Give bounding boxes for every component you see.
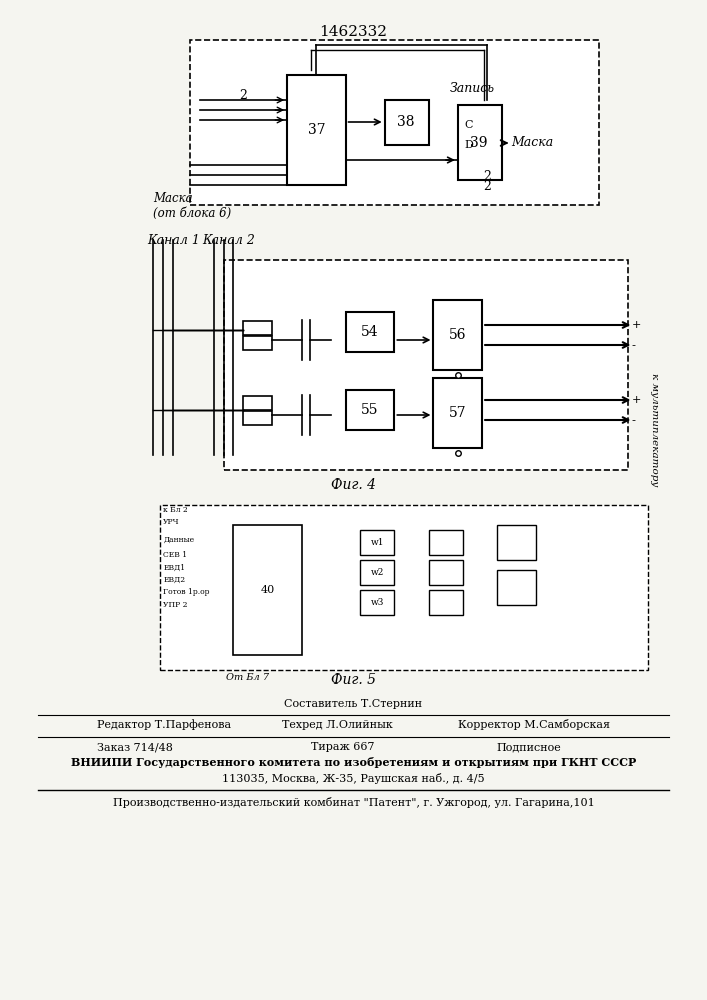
Text: ЕВД2: ЕВД2 xyxy=(163,576,185,584)
Text: Фиг. 5: Фиг. 5 xyxy=(331,673,376,687)
Bar xyxy=(497,570,536,605)
Text: УРЧ: УРЧ xyxy=(163,518,180,526)
Text: C: C xyxy=(464,120,473,130)
Text: 40: 40 xyxy=(260,585,275,595)
Bar xyxy=(497,525,536,560)
Text: w1: w1 xyxy=(370,538,384,547)
Text: Корректор М.Самборская: Корректор М.Самборская xyxy=(457,720,609,730)
Bar xyxy=(428,560,462,585)
Text: Тираж 667: Тираж 667 xyxy=(312,742,375,752)
Text: Маска: Маска xyxy=(511,136,554,149)
Text: к Бл 2: к Бл 2 xyxy=(163,506,188,514)
Bar xyxy=(457,105,502,180)
Bar xyxy=(243,411,272,425)
Text: Производственно-издательский комбинат "Патент", г. Ужгород, ул. Гагарина,101: Производственно-издательский комбинат "П… xyxy=(112,798,595,808)
Text: 56: 56 xyxy=(449,328,467,342)
Text: Канал 1: Канал 1 xyxy=(148,233,201,246)
Text: Подписное: Подписное xyxy=(497,742,561,752)
Text: Данные: Данные xyxy=(163,536,194,544)
Bar xyxy=(243,396,272,410)
Bar xyxy=(233,525,302,655)
Text: 39: 39 xyxy=(470,136,488,150)
Text: 1462332: 1462332 xyxy=(320,25,387,39)
Text: От Бл 7: От Бл 7 xyxy=(226,673,269,682)
Text: 113035, Москва, Ж-35, Раушская наб., д. 4/5: 113035, Москва, Ж-35, Раушская наб., д. … xyxy=(222,772,485,784)
Bar xyxy=(243,321,272,335)
Bar xyxy=(433,300,482,370)
Text: Готов 1р.ор: Готов 1р.ор xyxy=(163,588,210,596)
Text: к мультиплекатору: к мультиплекатору xyxy=(650,373,660,486)
Bar xyxy=(428,590,462,615)
Text: -: - xyxy=(631,415,636,425)
Text: D: D xyxy=(464,140,474,150)
Text: +: + xyxy=(631,395,641,405)
Text: 2: 2 xyxy=(483,180,491,193)
Bar xyxy=(189,40,600,205)
Text: w2: w2 xyxy=(370,568,384,577)
Text: Канал 2: Канал 2 xyxy=(202,233,255,246)
Text: 38: 38 xyxy=(397,115,415,129)
Text: 55: 55 xyxy=(361,403,379,417)
Text: Фиг. 4: Фиг. 4 xyxy=(331,478,376,492)
Text: w3: w3 xyxy=(370,598,384,607)
Text: УПР 2: УПР 2 xyxy=(163,601,187,609)
Text: СЕВ 1: СЕВ 1 xyxy=(163,551,187,559)
Text: Заказ 714/48: Заказ 714/48 xyxy=(97,742,173,752)
Bar xyxy=(243,336,272,350)
Text: 57: 57 xyxy=(449,406,467,420)
Text: Составитель Т.Стернин: Составитель Т.Стернин xyxy=(284,699,423,709)
Bar xyxy=(361,530,395,555)
Text: Запись: Запись xyxy=(450,82,495,95)
Bar xyxy=(287,75,346,185)
Text: -: - xyxy=(631,340,636,350)
Text: ЕВД1: ЕВД1 xyxy=(163,564,185,572)
Text: +: + xyxy=(631,320,641,330)
Text: ВНИИПИ Государственного комитета по изобретениям и открытиям при ГКНТ СССР: ВНИИПИ Государственного комитета по изоб… xyxy=(71,756,636,768)
Text: 37: 37 xyxy=(308,123,325,137)
Bar xyxy=(346,390,395,430)
Bar xyxy=(428,530,462,555)
Text: 54: 54 xyxy=(361,325,379,339)
Text: 2: 2 xyxy=(483,170,491,184)
Bar xyxy=(385,100,428,145)
Bar xyxy=(223,260,629,470)
Text: 2: 2 xyxy=(239,89,247,102)
Text: Редактор Т.Парфенова: Редактор Т.Парфенова xyxy=(97,720,231,730)
Bar xyxy=(346,312,395,352)
Text: Маска
(от блока 6): Маска (от блока 6) xyxy=(153,192,232,220)
Bar xyxy=(160,505,648,670)
Bar xyxy=(361,560,395,585)
Bar xyxy=(433,378,482,448)
Bar xyxy=(361,590,395,615)
Text: Техред Л.Олийнык: Техред Л.Олийнык xyxy=(282,720,393,730)
